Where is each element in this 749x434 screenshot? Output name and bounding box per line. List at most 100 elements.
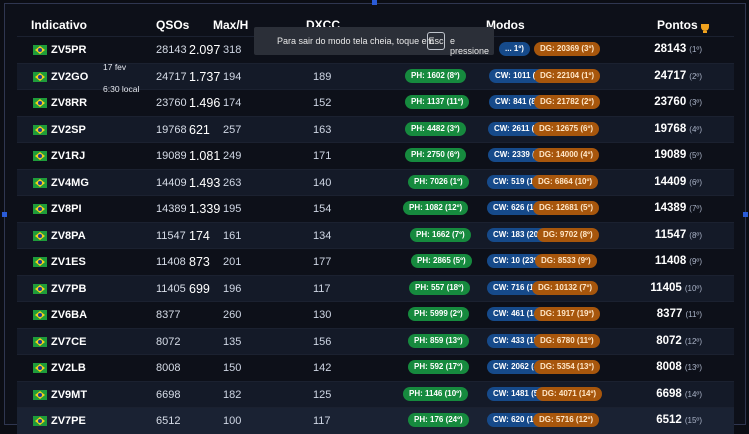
points-cell: 11408 (9º)	[655, 255, 702, 267]
qsos-value: 28143	[156, 44, 187, 56]
table-row[interactable]: ZV2LB 8008 150 142 PH: 592 (17º) CW: 2062 (4º…	[17, 354, 734, 381]
callsign[interactable]: ZV6BA	[51, 309, 88, 321]
callsign[interactable]: ZV2SP	[51, 123, 86, 136]
table-row[interactable]: ZV7PE 6512 100 117 PH: 176 (24º) CW: 620 (12º…	[17, 407, 734, 434]
max-rate-value: 2.097	[189, 43, 221, 57]
max-rate-value: 1.737	[189, 69, 221, 84]
mode-ph-badge: PH: 1137 (11º)	[405, 95, 470, 109]
callsign[interactable]: ZV2GO	[51, 70, 89, 83]
mode-dg-badge: DG: 8533 (9º)	[535, 254, 597, 268]
max-rate-value: 174	[189, 228, 210, 243]
brazil-flag-icon	[33, 416, 47, 426]
table-row[interactable]: ZV8RR 23760 1.496 174 152 PH: 1137 (11º) CW: 8…	[17, 89, 734, 116]
brazil-flag-icon	[33, 124, 47, 135]
table-row[interactable]: ZV1RJ 19089 1.081 249 171 PH: 2750 (6º) CW: 23…	[17, 142, 734, 169]
callsign[interactable]: ZV7PB	[51, 282, 87, 295]
maxh-value: 196	[223, 282, 242, 295]
callsign[interactable]: ZV1RJ	[51, 150, 86, 162]
brazil-flag-icon	[33, 363, 47, 373]
points-value: 8072	[656, 334, 682, 347]
maxh-value: 161	[223, 229, 242, 242]
maxh-value: 195	[223, 203, 242, 215]
esc-key-icon: Esc	[427, 32, 445, 50]
callsign[interactable]: ZV8PI	[51, 203, 82, 215]
brazil-flag-icon	[33, 257, 47, 267]
mode-ph-badge: PH: 176 (24º)	[408, 413, 469, 427]
resize-handle-top[interactable]	[372, 0, 377, 5]
maxh-value: 318	[223, 44, 242, 56]
rank-value: (5º)	[689, 151, 702, 160]
table-row[interactable]: ZV6BA 8377 260 130 PH: 5999 (2º) CW: 461 (14º…	[17, 301, 734, 328]
rank-value: (10º)	[684, 283, 702, 293]
table-row[interactable]: ZV5PR 28143 2.097 318... 1º) DG: 20369 (3º) 2…	[17, 36, 734, 63]
dxcc-value: 154	[313, 203, 332, 215]
callsign[interactable]: ZV5PR	[51, 44, 87, 56]
mode-ph-badge: PH: 557 (18º)	[409, 280, 470, 295]
points-cell: 19089 (5º)	[654, 149, 702, 161]
col-modes[interactable]: Modos	[486, 18, 525, 32]
maxh-value: 263	[223, 176, 242, 189]
mode-cw-badge: CW: 183 (20º)	[487, 227, 550, 242]
brazil-flag-icon	[33, 45, 47, 55]
dxcc-value: 140	[313, 176, 332, 189]
table-row[interactable]: ZV7CE 8072 135 156 PH: 859 (13º) CW: 433 (15º…	[17, 327, 734, 354]
rank-value: (7º)	[689, 204, 702, 213]
qsos-value: 23760	[156, 97, 187, 109]
qsos-value: 11405	[156, 282, 186, 295]
mode-ph-badge: PH: 1146 (10º)	[403, 386, 468, 401]
brazil-flag-icon	[33, 336, 47, 347]
dxcc-value: 189	[313, 70, 332, 83]
resize-handle-left[interactable]	[2, 212, 7, 217]
table-row[interactable]: ZV8PI 14389 1.339 195 154 PH: 1082 (12º) CW: 6…	[17, 195, 734, 222]
time-label: 6:30 local	[103, 84, 140, 94]
qsos-value: 19768	[156, 123, 187, 136]
points-cell: 8008 (13º)	[656, 361, 702, 373]
callsign[interactable]: ZV2LB	[51, 362, 86, 374]
qsos-value: 11547	[156, 229, 186, 242]
col-callsign[interactable]: Indicativo	[31, 18, 88, 32]
col-maxh[interactable]: Max/H	[213, 18, 249, 32]
mode-dg-badge: DG: 5354 (13º)	[534, 360, 601, 374]
points-cell: 28143 (1º)	[654, 43, 702, 55]
col-qsos[interactable]: QSOs	[156, 18, 190, 32]
callsign[interactable]: ZV7PE	[51, 415, 86, 427]
table-row[interactable]: ZV1ES 11408 873 201 177 PH: 2865 (5º) CW: 10 (…	[17, 248, 734, 275]
rank-value: (12º)	[684, 336, 702, 346]
mode-dg-badge: DG: 21782 (2º)	[534, 95, 601, 109]
table-header: Indicativo QSOs Max/H DXCC Modos Pontos	[17, 12, 734, 36]
table-row[interactable]: ZV2SP 19768 621 257 163 PH: 4482 (3º) CW: 2611…	[17, 115, 734, 142]
mode-ph-badge: PH: 1602 (8º)	[405, 68, 466, 83]
brazil-flag-icon	[33, 389, 47, 400]
points-value: 6698	[656, 387, 682, 400]
points-value: 14409	[654, 175, 687, 188]
dxcc-value: 152	[313, 97, 332, 109]
mode-dg-badge: DG: 12675 (6º)	[533, 121, 600, 136]
points-value: 23760	[654, 96, 687, 108]
qsos-value: 6512	[156, 415, 181, 427]
toast-text: Para sair do modo tela cheia, toque em	[277, 36, 435, 46]
qsos-value: 8008	[156, 362, 181, 374]
callsign[interactable]: ZV7CE	[51, 335, 87, 348]
dxcc-value: 156	[313, 335, 332, 348]
rank-value: (14º)	[684, 389, 702, 399]
table-row[interactable]: ZV4MG 14409 1.493 263 140 PH: 7026 (1º) CW: 51…	[17, 168, 734, 195]
table-row[interactable]: ZV2GO 24717 1.737 194 189 PH: 1602 (8º) CW: 10…	[17, 62, 734, 89]
table-row[interactable]: ZV7PB 11405 699 196 117 PH: 557 (18º) CW: 716 …	[17, 274, 734, 301]
callsign[interactable]: ZV8RR	[51, 97, 88, 109]
callsign[interactable]: ZV4MG	[51, 176, 89, 189]
callsign[interactable]: ZV9MT	[51, 388, 88, 401]
max-rate-value: 621	[189, 122, 210, 137]
brazil-flag-icon	[33, 98, 47, 108]
dxcc-value: 177	[313, 256, 332, 268]
callsign[interactable]: ZV8PA	[51, 229, 86, 242]
col-points[interactable]: Pontos	[657, 18, 709, 33]
max-rate-value: 1.496	[189, 96, 221, 110]
qsos-value: 14409	[156, 176, 187, 189]
callsign[interactable]: ZV1ES	[51, 256, 86, 268]
resize-handle-right[interactable]	[743, 212, 748, 217]
table-row[interactable]: ZV8PA 11547 174 161 134 PH: 1662 (7º) CW: 183 …	[17, 221, 734, 248]
table-row[interactable]: ZV9MT 6698 182 125 PH: 1146 (10º) CW: 1481 (5…	[17, 380, 734, 407]
mode-dg-badge: DG: 20369 (3º)	[534, 42, 601, 56]
mode-ph-badge: PH: 7026 (1º)	[408, 174, 469, 189]
rank-value: (15º)	[684, 416, 702, 425]
